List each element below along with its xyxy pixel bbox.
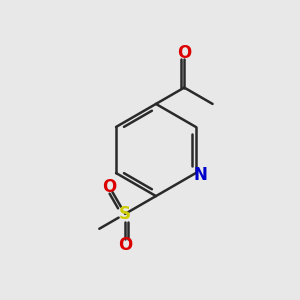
Text: O: O bbox=[118, 236, 132, 254]
Text: S: S bbox=[119, 205, 131, 223]
Text: O: O bbox=[177, 44, 192, 62]
Text: O: O bbox=[102, 178, 117, 196]
Text: N: N bbox=[194, 166, 208, 184]
